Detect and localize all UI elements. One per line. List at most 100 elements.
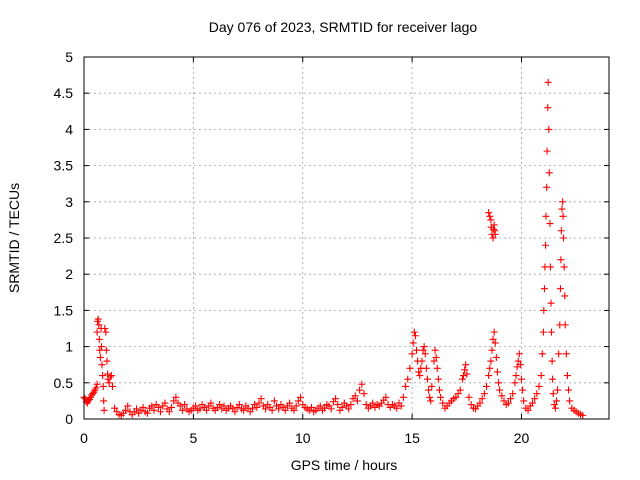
y-tick-label: 1 (65, 339, 73, 355)
data-point (539, 328, 547, 336)
data-point (172, 393, 180, 401)
data-point (426, 393, 434, 401)
data-point (500, 397, 508, 405)
data-point (257, 395, 265, 403)
data-point (504, 399, 512, 407)
data-point (102, 328, 110, 336)
data-point (248, 405, 256, 413)
data-point (512, 372, 520, 380)
data-point (545, 125, 553, 133)
x-axis-label: GPS time / hours (291, 457, 398, 473)
data-point (458, 375, 466, 383)
data-point (487, 357, 495, 365)
data-point (462, 361, 470, 369)
data-point (154, 403, 162, 411)
data-point (415, 368, 423, 376)
data-point (262, 405, 270, 413)
data-point (549, 375, 557, 383)
data-point (268, 406, 276, 414)
data-point (165, 408, 173, 416)
data-point (566, 397, 574, 405)
gridlines (84, 57, 609, 419)
data-point (551, 404, 559, 412)
data-point (351, 392, 359, 400)
data-point (411, 332, 419, 340)
data-point (555, 350, 563, 358)
data-point (427, 397, 435, 405)
data-point (290, 406, 298, 414)
data-point (168, 403, 175, 411)
data-point (559, 212, 567, 220)
data-point (544, 104, 552, 112)
data-point (106, 373, 114, 381)
data-point (111, 404, 119, 412)
data-point (483, 382, 490, 390)
data-point (430, 357, 438, 365)
data-point (546, 220, 554, 228)
data-point (332, 395, 340, 403)
x-tick-labels: 0 5 10 15 20 (80, 430, 529, 446)
data-point (509, 390, 517, 398)
data-point (495, 379, 503, 387)
data-point (463, 370, 471, 378)
data-point (240, 406, 248, 414)
data-point (485, 372, 493, 380)
data-point (362, 401, 370, 409)
y-tick-label: 4 (65, 121, 73, 137)
data-point (207, 399, 215, 407)
data-point (176, 402, 184, 410)
y-tick-label: 0.5 (54, 375, 74, 391)
data-point (524, 406, 532, 414)
data-point (537, 372, 545, 380)
data-point (316, 402, 324, 410)
data-point (192, 402, 200, 410)
data-point (422, 364, 430, 372)
x-tick-label: 5 (189, 430, 197, 446)
data-point (244, 404, 252, 412)
data-point (488, 346, 496, 354)
data-point (418, 357, 426, 365)
data-point (460, 372, 468, 380)
data-point (549, 390, 557, 398)
data-point (486, 364, 494, 372)
data-point (563, 372, 571, 380)
data-point (538, 350, 546, 358)
data-point (99, 382, 107, 390)
data-point (421, 350, 429, 358)
data-point (98, 361, 106, 369)
data-point (231, 408, 239, 416)
data-point (360, 390, 368, 398)
data-point (143, 409, 151, 417)
data-point (498, 392, 506, 400)
data-point (181, 401, 189, 409)
x-tick-label: 15 (404, 430, 420, 446)
data-point (543, 147, 551, 155)
data-point (519, 386, 527, 394)
data-point (124, 402, 132, 410)
data-point (548, 357, 556, 365)
data-point (514, 357, 522, 365)
data-point (358, 380, 366, 388)
data-point (101, 325, 109, 332)
data-point (518, 375, 525, 383)
data-point (556, 285, 564, 293)
data-point (253, 403, 261, 411)
data-point (105, 379, 113, 387)
data-point (491, 339, 499, 347)
data-point (96, 353, 104, 361)
y-tick-label: 5 (65, 49, 73, 65)
data-point (402, 382, 410, 390)
data-point (321, 404, 329, 412)
data-point (356, 386, 364, 394)
data-point (485, 209, 493, 217)
data-point (492, 353, 500, 361)
data-point (542, 212, 550, 220)
data-point (382, 393, 390, 401)
data-point (496, 386, 504, 394)
data-point (139, 403, 147, 411)
x-tick-label: 20 (514, 430, 530, 446)
y-tick-labels: 0 0.5 1 1.5 2 2.5 3 3.5 4 4.5 5 (54, 49, 74, 427)
data-point (100, 397, 108, 405)
data-point (235, 401, 243, 409)
data-point (103, 357, 111, 365)
